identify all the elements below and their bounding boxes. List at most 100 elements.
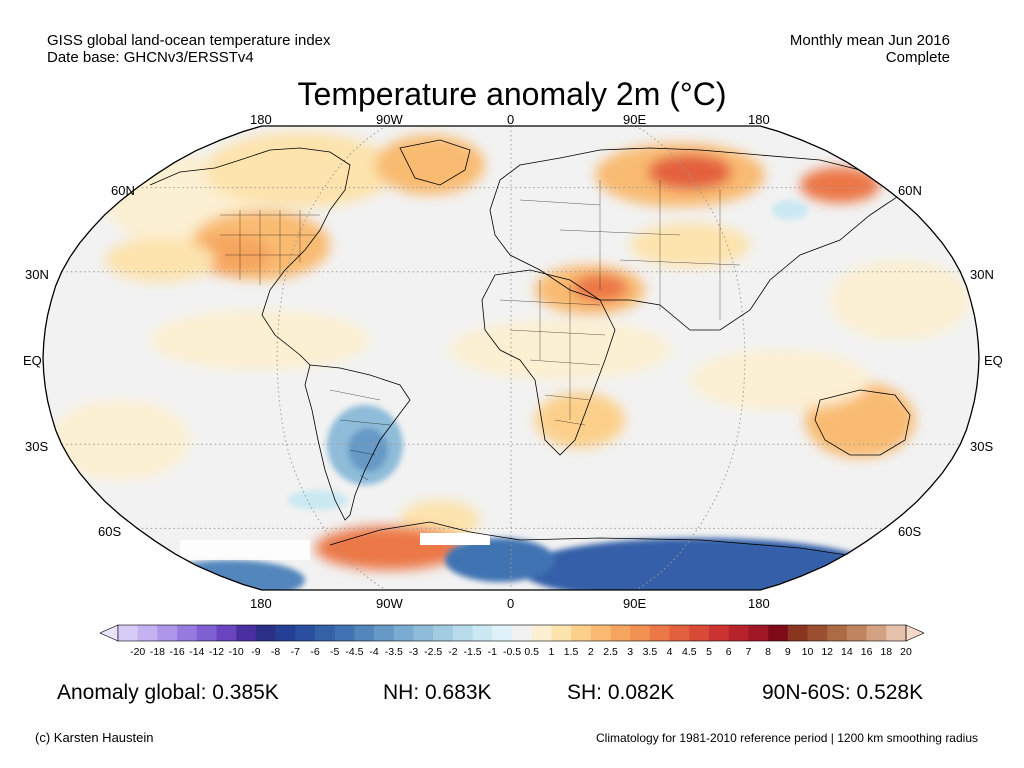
colorbar-swatch	[413, 625, 434, 641]
colorbar-tick-label: 2.5	[603, 646, 618, 658]
colorbar-swatch	[649, 625, 670, 641]
colorbar-tick-label: 7	[745, 646, 751, 658]
missing-data-patch	[420, 533, 490, 545]
colorbar-tick-label: 1.5	[564, 646, 579, 658]
lat-label-left-eq: EQ	[23, 353, 42, 368]
colorbar-swatch	[689, 625, 710, 641]
colorbar-tick-label: 2	[588, 646, 594, 658]
colorbar-swatch	[334, 625, 355, 641]
colorbar-swatch	[472, 625, 493, 641]
warm-anomaly-south-pacific	[50, 400, 190, 480]
warm-anomaly-chukotka	[800, 167, 880, 203]
lon-label-top-180e: 180	[748, 112, 770, 127]
colorbar-tick-label: -2.5	[424, 646, 442, 658]
warm-anomaly-tropics	[450, 320, 670, 380]
colorbar-swatch	[118, 625, 138, 641]
colorbar-tick-label: 12	[821, 646, 833, 658]
colorbar-tick-label: -5	[330, 646, 339, 658]
colorbar-swatch	[196, 625, 217, 641]
anomaly-map	[42, 125, 980, 591]
colorbar-tick-label: -1	[488, 646, 497, 658]
colorbar-swatch	[236, 625, 257, 641]
colorbar-tick-label: -4	[369, 646, 378, 658]
colorbar-swatch	[137, 625, 158, 641]
lon-label-bottom-90w: 90W	[376, 596, 403, 611]
warm-anomaly-east-pacific	[150, 310, 370, 370]
colorbar-tick-label: 3	[627, 646, 633, 658]
lat-label-left-60s: 60S	[98, 524, 122, 539]
colorbar-swatch	[571, 625, 592, 641]
lat-label-right-60s: 60S	[898, 524, 922, 539]
anomaly-field	[43, 126, 979, 590]
colorbar-tick-label: -8	[271, 646, 280, 658]
header-right: Monthly mean Jun 2016 Complete	[790, 32, 950, 66]
colorbar-swatch	[216, 625, 237, 641]
lon-label-bottom-180w: 180	[250, 596, 272, 611]
colorbar-swatch	[354, 625, 375, 641]
colorbar-swatch	[157, 625, 178, 641]
warm-anomaly-indian-ocean	[690, 350, 870, 410]
colorbar-tick-label: -6	[310, 646, 319, 658]
lon-label-top-180w: 180	[250, 112, 272, 127]
greenland-outline	[399, 139, 471, 186]
country-borders	[220, 180, 741, 481]
colorbar-swatch	[787, 625, 808, 641]
colorbar-swatch	[512, 625, 532, 641]
africa-outline	[481, 269, 616, 456]
colorbar-swatch	[886, 625, 907, 641]
warm-anomaly-npac	[105, 238, 215, 282]
lat-label-right-60n: 60N	[898, 183, 922, 198]
colorbar-tick-label: 4.5	[682, 646, 697, 658]
lon-label-top-90w: 90W	[376, 112, 403, 127]
data-base: Date base: GHCNv3/ERSSTv4	[47, 49, 254, 66]
stat-global: Anomaly global: 0.385K	[57, 681, 279, 704]
lat-label-left-30n: 30N	[25, 267, 49, 282]
colorbar-swatch	[295, 625, 316, 641]
colorbar-swatch	[374, 625, 395, 641]
colorbar-frame	[117, 624, 907, 642]
warm-anomaly-canada	[205, 132, 395, 208]
colorbar-tick-label: -3	[409, 646, 418, 658]
stat-sh: SH: 0.082K	[567, 681, 675, 704]
colorbar-tick-label: -12	[209, 646, 224, 658]
australia-outline	[814, 389, 911, 456]
colorbar-swatch	[492, 625, 513, 641]
colorbar-swatch	[807, 625, 828, 641]
footer-credit: (c) Karsten Haustein	[35, 730, 154, 745]
colorbar-swatch	[275, 625, 296, 641]
colorbar-tick-label: -7	[291, 646, 300, 658]
colorbar-tick-label: 6	[726, 646, 732, 658]
colorbar-swatch	[452, 625, 473, 641]
globe-border	[42, 125, 980, 591]
map-title: Temperature anomaly 2m (°C)	[297, 76, 727, 112]
colorbar-swatch	[255, 625, 276, 641]
colorbar-swatch	[709, 625, 729, 641]
colorbar-tick-label: -0.5	[503, 646, 521, 658]
eurasia-borders	[519, 180, 741, 320]
warm-anomaly-siberia-core	[648, 154, 732, 190]
colorbar-tick-label: -14	[189, 646, 204, 658]
cool-anomaly-weddell	[445, 538, 555, 582]
colorbar-swatch	[768, 625, 789, 641]
colorbar-tick-label: -1.5	[464, 646, 482, 658]
completeness-label: Complete	[885, 49, 950, 66]
warm-anomaly-central-asia	[630, 223, 750, 267]
dataset-title: GISS global land-ocean temperature index	[47, 32, 331, 49]
eurasia-outline	[489, 147, 901, 331]
colorbar-swatch	[866, 625, 887, 641]
colorbar-tick-label: 0.5	[524, 646, 539, 658]
cool-anomaly-east-antarctica	[520, 538, 880, 590]
colorbar-tick-label: -16	[170, 646, 185, 658]
lat-label-left-60n: 60N	[111, 183, 135, 198]
header-left: GISS global land-ocean temperature index…	[47, 32, 331, 66]
colorbar-swatch	[393, 625, 414, 641]
colorbar-tick-label: 18	[880, 646, 892, 658]
colorbar-tick-label: 3.5	[643, 646, 658, 658]
colorbar-tick-label: 1	[548, 646, 554, 658]
antarctica-outline	[329, 521, 941, 571]
stat-nh: NH: 0.683K	[383, 681, 492, 704]
us-state-grid	[220, 210, 320, 285]
continent-outlines	[149, 139, 941, 571]
colorbar-tick-label: -2	[448, 646, 457, 658]
lon-label-top-90e: 90E	[623, 112, 647, 127]
